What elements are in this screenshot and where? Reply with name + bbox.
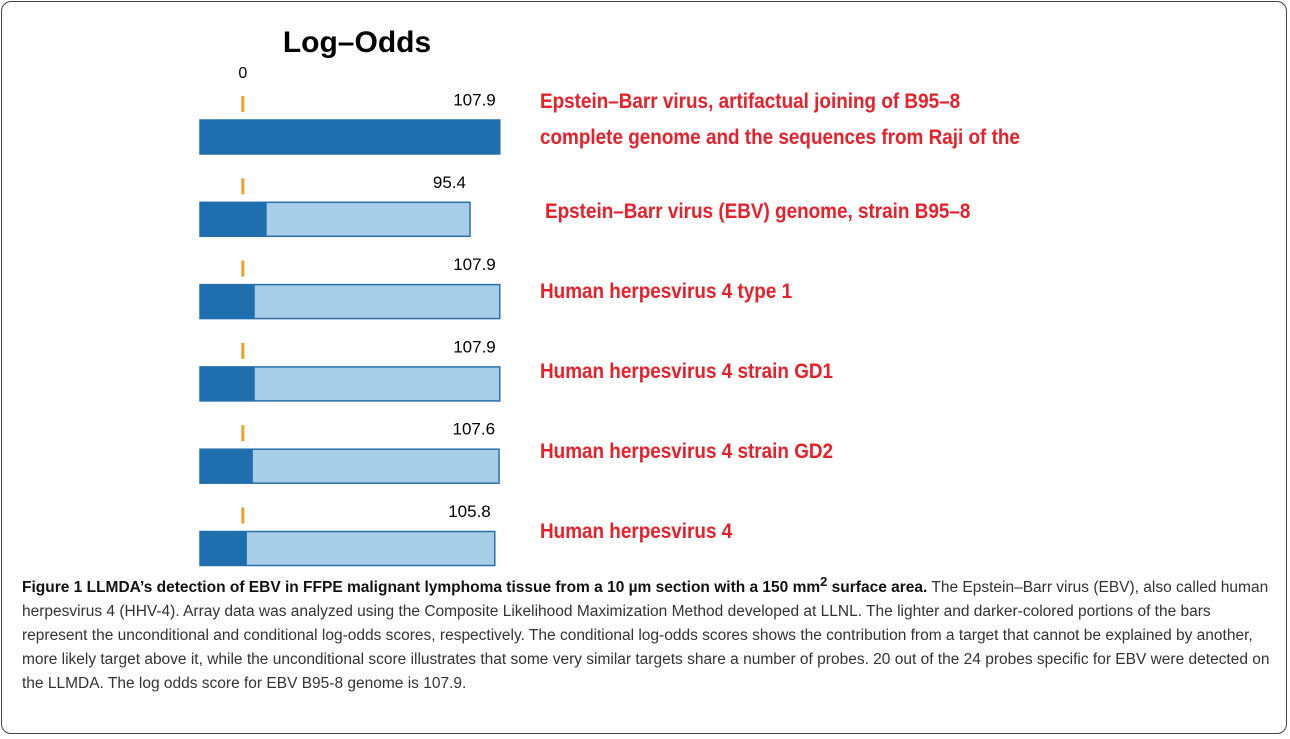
caption-title: LLMDA’s detection of EBV in FFPE maligna…	[86, 579, 821, 597]
caption-sup: 2	[820, 574, 828, 589]
conditional-bar	[200, 202, 267, 237]
value-label: 95.4	[433, 173, 466, 192]
chart-title: Log–Odds	[283, 26, 431, 59]
caption: Figure 1 LLMDA’s detection of EBV in FFP…	[22, 570, 1270, 696]
x-tick-label: 0	[238, 65, 247, 82]
category-label: Human herpesvirus 4 strain GD1	[540, 360, 834, 383]
category-label: Human herpesvirus 4 strain GD2	[540, 440, 834, 463]
value-label: 107.9	[453, 337, 496, 356]
category-label: Epstein–Barr virus (EBV) genome, strain …	[545, 200, 971, 223]
category-label: Human herpesvirus 4	[540, 520, 733, 543]
caption-body: The Epstein–Barr virus (EBV), also calle…	[22, 579, 1270, 693]
chart: Log–Odds 0 107.9 95.4 107.9 107.9 107.6 105.8	[199, 26, 501, 567]
value-label: 105.8	[448, 502, 491, 521]
value-label: 107.6	[453, 420, 496, 439]
value-label: 107.9	[453, 255, 496, 274]
conditional-bar	[200, 120, 500, 154]
caption-title-end: surface area.	[827, 579, 928, 597]
category-label: Epstein–Barr virus, artifactual joining …	[540, 90, 1020, 149]
conditional-bar	[200, 531, 247, 566]
value-label: 107.9	[453, 90, 496, 109]
category-label: Human herpesvirus 4 type 1	[540, 280, 793, 303]
conditional-bar	[200, 366, 255, 401]
caption-label: Figure 1	[22, 579, 83, 597]
conditional-bar	[200, 284, 255, 319]
conditional-bar	[200, 449, 253, 484]
